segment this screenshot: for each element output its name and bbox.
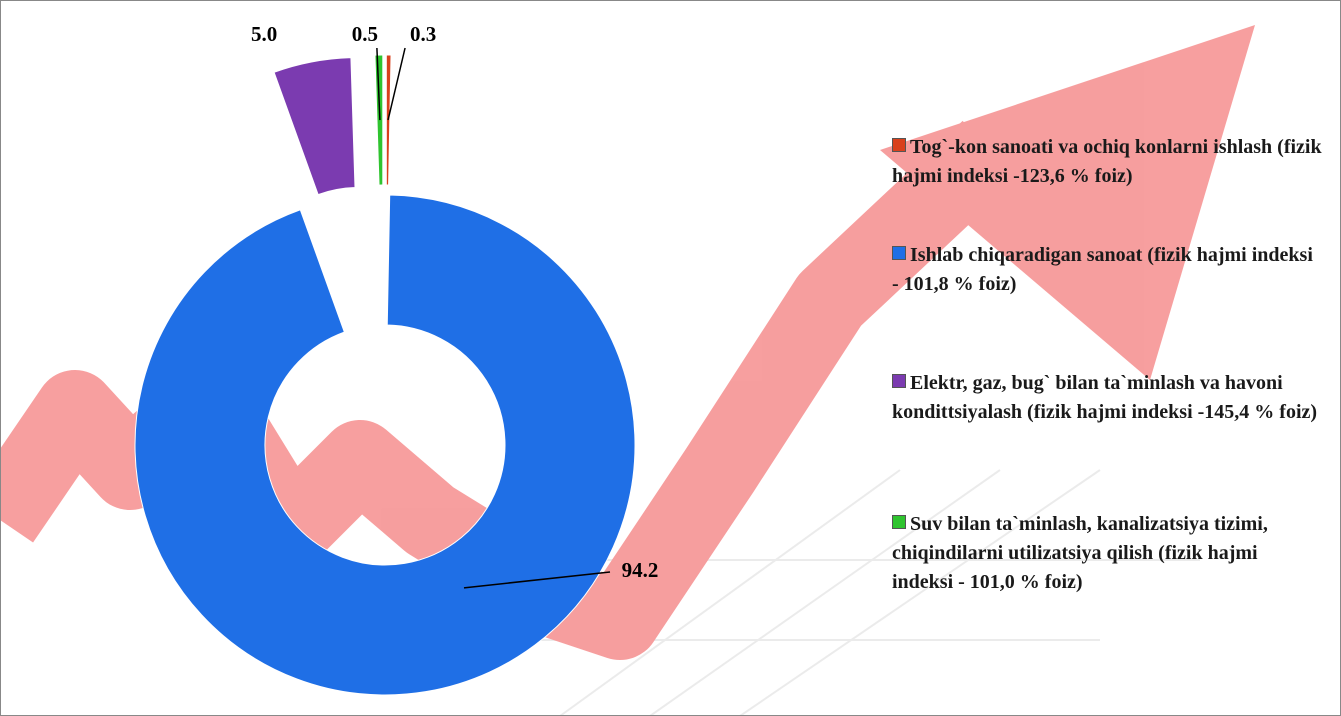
chart: 0.3 94.2 5.0 0.5 bbox=[0, 0, 1341, 716]
legend-swatch bbox=[892, 138, 906, 152]
legend-swatch bbox=[892, 374, 906, 388]
legend-text: Tog`-kon sanoati va ochiq konlarni ishla… bbox=[892, 136, 1322, 187]
legend-item: Ishlab chiqaradigan sanoat (fizik hajmi … bbox=[892, 241, 1322, 299]
legend-text: Suv bilan ta`minlash, kanalizatsiya tizi… bbox=[892, 513, 1268, 593]
legend-swatch bbox=[892, 515, 906, 529]
legend-item: Elektr, gaz, bug` bilan ta`minlash va ha… bbox=[892, 369, 1322, 427]
data-label: 0.3 bbox=[410, 22, 436, 46]
legend-item: Tog`-kon sanoati va ochiq konlarni ishla… bbox=[892, 133, 1322, 191]
data-label: 5.0 bbox=[251, 22, 277, 46]
legend-item: Suv bilan ta`minlash, kanalizatsiya tizi… bbox=[892, 510, 1322, 597]
data-label: 94.2 bbox=[622, 558, 659, 582]
data-label: 0.5 bbox=[352, 22, 378, 46]
pie: 0.3 94.2 5.0 0.5 bbox=[135, 22, 658, 695]
page: 0.3 94.2 5.0 0.5 Tog`-kon sanoati va ochiq … bbox=[0, 0, 1341, 716]
legend-swatch bbox=[892, 246, 906, 260]
slice bbox=[274, 58, 355, 195]
legend-text: Elektr, gaz, bug` bilan ta`minlash va ha… bbox=[892, 372, 1317, 423]
legend-text: Ishlab chiqaradigan sanoat (fizik hajmi … bbox=[892, 244, 1313, 295]
slice bbox=[375, 55, 383, 185]
